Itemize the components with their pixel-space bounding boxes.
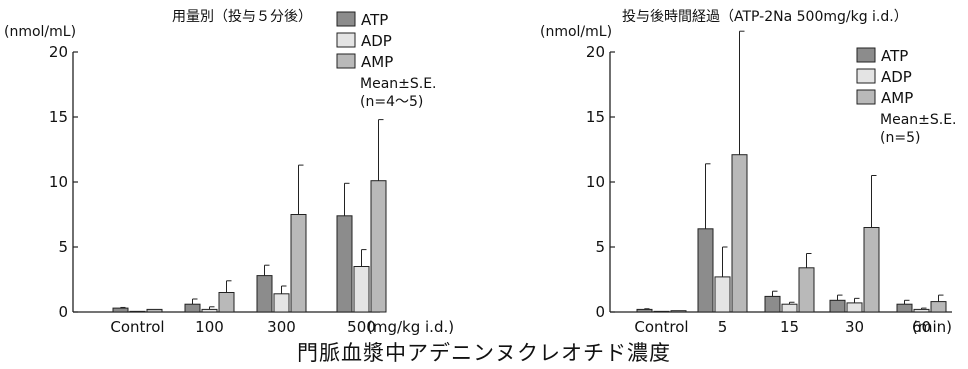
chart1-note-line-0: Mean±S.E.	[880, 112, 957, 128]
chart0-note-line-0: Mean±S.E.	[360, 76, 437, 92]
chart0-legend-swatch-amp	[336, 53, 356, 69]
chart1-legend-swatch-atp	[856, 47, 876, 63]
chart0-legend-swatch-atp	[336, 11, 356, 27]
chart1-bar-adp-3	[846, 302, 863, 313]
chart1-x-tick-label-2: 15	[780, 318, 799, 335]
chart1-legend-swatch-amp	[856, 89, 876, 105]
chart1-bar-amp-0	[670, 310, 687, 313]
chart1-note-line-1: (n=5)	[880, 130, 920, 146]
chart0-x-tick-label-2: 300	[267, 318, 296, 335]
chart1-y-axis-label: (nmol/mL)	[540, 24, 612, 40]
chart0-y-tick-label: 20	[49, 43, 68, 61]
chart0-title: 用量別（投与５分後）	[172, 9, 312, 25]
chart0-bar-atp-0	[112, 307, 129, 313]
chart1-y-tick-label: 20	[586, 43, 605, 61]
chart0-y-tick-label: 0	[58, 303, 68, 321]
chart0-bar-amp-2	[290, 214, 307, 313]
chart1-legend-label-adp: ADP	[881, 68, 912, 86]
chart0-bar-atp-2	[256, 275, 273, 313]
chart1-legend-label-atp: ATP	[881, 47, 908, 65]
chart1-bar-atp-4	[896, 303, 913, 313]
chart0-y-axis-label: (nmol/mL)	[4, 24, 76, 40]
chart0-bar-amp-0	[146, 308, 163, 313]
chart0-bar-adp-2	[273, 293, 290, 313]
chart0-y-tick-label: 10	[49, 173, 68, 191]
chart0-bar-adp-0	[129, 310, 146, 313]
chart0-legend-label-amp: AMP	[361, 53, 393, 71]
chart0-legend-label-atp: ATP	[361, 11, 388, 29]
chart1-x-tick-label-1: 5	[718, 318, 728, 335]
chart1-bar-atp-0	[636, 308, 653, 313]
chart1-x-axis-unit: (min)	[912, 318, 952, 335]
chart1-bar-adp-1	[714, 276, 731, 313]
chart0-bar-amp-3	[370, 180, 387, 313]
chart1-bar-amp-4	[930, 301, 947, 313]
chart0-bar-adp-1	[201, 308, 218, 313]
chart0-legend-label-adp: ADP	[361, 32, 392, 50]
chart1-bar-adp-2	[781, 303, 798, 313]
chart1-bar-amp-3	[863, 227, 880, 313]
chart0-y-tick-label: 15	[49, 108, 68, 126]
chart1-bar-atp-3	[829, 299, 846, 313]
chart0-y-tick-label: 5	[58, 238, 68, 256]
chart1-y-tick-label: 15	[586, 108, 605, 126]
chart1-title: 投与後時間経過（ATP-2Na 500mg/kg i.d.）	[622, 9, 908, 25]
chart1-bar-atp-1	[697, 228, 714, 313]
chart1-bar-amp-2	[798, 267, 815, 313]
chart0-x-axis-unit: (mg/kg i.d.)	[367, 318, 454, 335]
chart0-bar-adp-3	[353, 266, 370, 313]
chart1-y-tick-label: 5	[595, 238, 605, 256]
chart0-x-tick-label-3: 500	[347, 318, 376, 335]
chart0-bar-atp-3	[336, 215, 353, 313]
chart0-bar-atp-1	[184, 303, 201, 313]
chart0-x-tick-label-0: Control	[110, 318, 164, 335]
chart1-legend-swatch-adp	[856, 68, 876, 84]
chart1-x-tick-label-4: 60	[912, 318, 931, 335]
chart1-x-tick-label-3: 30	[845, 318, 864, 335]
chart1-bar-adp-0	[653, 310, 670, 313]
chart0-bar-amp-1	[218, 292, 235, 313]
chart1-legend-label-amp: AMP	[881, 89, 913, 107]
chart0-note-line-1: (n=4〜5)	[360, 94, 423, 110]
chart0-x-tick-label-1: 100	[195, 318, 224, 335]
chart1-x-tick-label-0: Control	[634, 318, 688, 335]
chart1-bar-atp-2	[764, 295, 781, 313]
chart1-y-tick-label: 10	[586, 173, 605, 191]
chart1-y-tick-label: 0	[595, 303, 605, 321]
chart1-bar-adp-4	[913, 308, 930, 313]
chart0-legend-swatch-adp	[336, 32, 356, 48]
chart1-bar-amp-1	[731, 154, 748, 313]
figure-caption: 門脈血漿中アデニンヌクレオチド濃度	[297, 341, 671, 365]
